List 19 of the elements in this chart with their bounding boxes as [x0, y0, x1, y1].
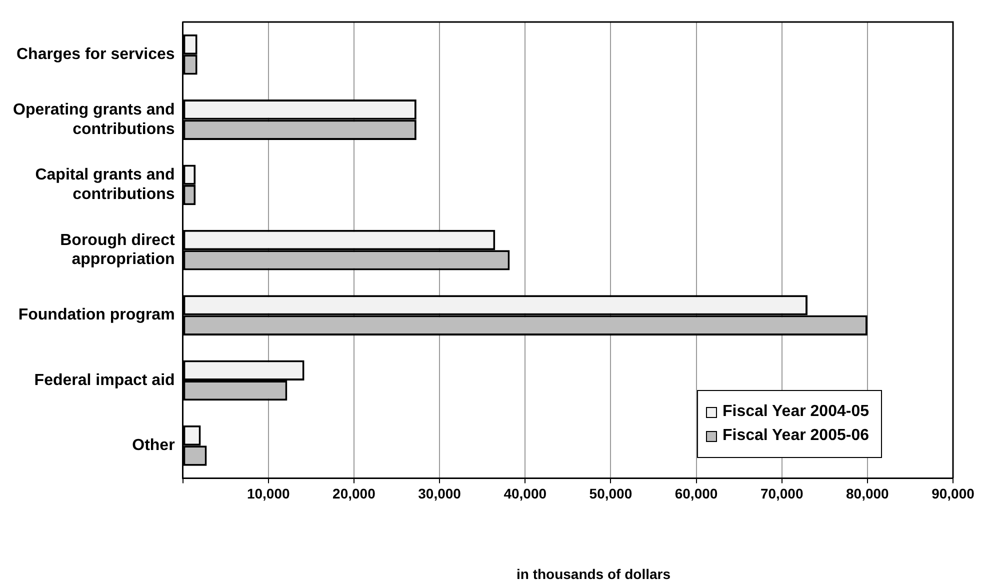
x-tick-label: 80,000: [846, 485, 890, 502]
x-tick-label: 30,000: [418, 485, 462, 502]
y-tick-label: Capital grants and contributions: [35, 166, 175, 203]
x-tick-label: 70,000: [760, 485, 804, 502]
x-tick-label: 20,000: [332, 485, 376, 502]
y-tick-label: Foundation program: [18, 306, 175, 324]
text: Fiscal Year 2004-05: [722, 403, 869, 422]
legend-label: Fiscal Year 2005-06: [722, 427, 869, 446]
y-tick-label: Other: [132, 437, 175, 454]
x-tick-label: 50,000: [589, 485, 632, 502]
x-tick-label: 10,000: [246, 485, 290, 502]
y-tick-label: Operating grants and contributions: [13, 102, 175, 138]
y-tick-label: Borough direct appropriation: [60, 232, 176, 268]
x-tick-label: 60,000: [674, 485, 718, 502]
x-tick-label: 90,000: [932, 485, 975, 502]
x-tick-label: 40,000: [504, 485, 547, 502]
x-axis-title: in thousands of dollars: [515, 566, 672, 582]
y-tick-label: Federal impact aid: [34, 372, 175, 389]
y-tick-label: Charges for services: [16, 46, 175, 63]
